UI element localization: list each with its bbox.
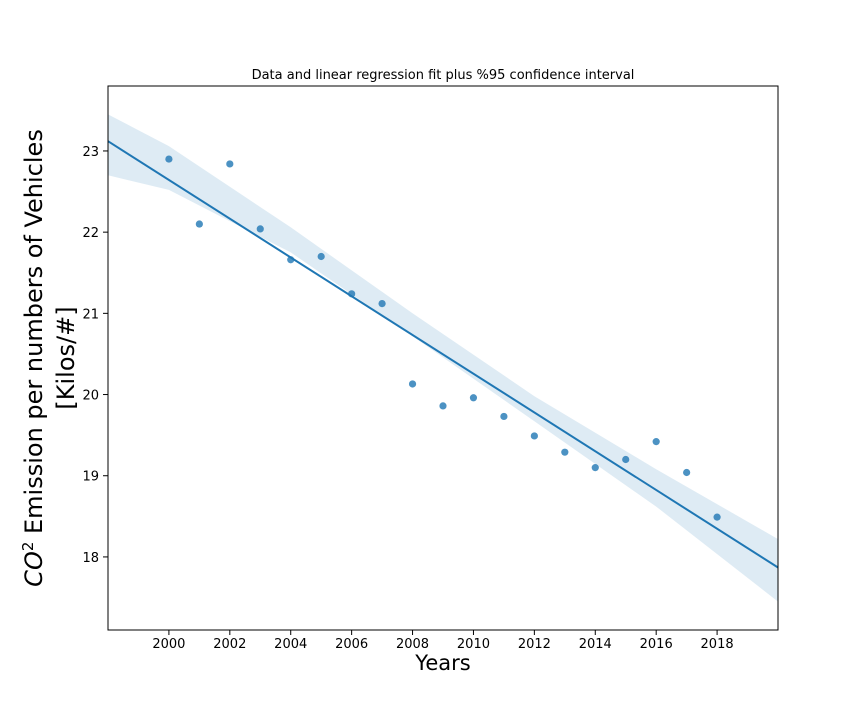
data-point [591,464,599,472]
x-tick-label: 2006 [335,637,368,652]
data-point [561,448,569,456]
data-point [652,438,660,446]
data-point [317,252,325,261]
y-tick-label: 18 [82,551,99,566]
data-point [195,220,203,228]
y-tick-label: 22 [82,226,99,241]
y-axis-ticks: 18 19 20 21 22 23 [82,145,108,566]
plot-frame [107,85,779,631]
data-point [165,155,173,163]
confidence-band-layer [108,114,778,602]
data-points-layer [165,155,721,521]
y-tick-label: 23 [82,145,99,160]
y-axis-label-unit: [Kilos/#] [52,306,80,409]
x-tick-label: 2016 [640,637,673,652]
x-tick-label: 2000 [152,637,185,652]
fit-line-layer [107,140,779,569]
x-axis-label: Years [414,651,470,675]
x-tick-label: 2008 [396,637,429,652]
x-axis-ticks: 2000 2002 2004 2006 2008 2010 2012 2014 2016 2018 [152,630,734,652]
y-tick-label: 19 [82,470,99,485]
data-point [683,468,691,477]
svg-text:CO2 Emission per numbers of Ve: CO2 Emission per numbers of Vehicles [19,129,48,587]
x-tick-label: 2010 [457,637,490,652]
data-point [500,412,508,421]
data-point [622,455,630,464]
data-point [713,513,721,521]
data-point [378,300,386,308]
data-point [439,402,447,410]
data-point [256,225,264,233]
x-tick-label: 2004 [274,637,307,652]
data-point [408,380,417,388]
y-tick-label: 20 [82,389,99,404]
data-point [530,432,538,440]
y-axis-label-superscript: 2 [19,542,37,552]
data-point [287,256,295,264]
y-tick-label: 21 [82,307,99,322]
confidence-band [108,114,778,602]
x-tick-label: 2014 [579,637,612,652]
regression-line [107,140,779,569]
x-tick-label: 2012 [518,637,551,652]
x-tick-label: 2018 [701,637,734,652]
data-point [348,290,356,298]
chart-title: Data and linear regression fit plus %95 … [252,68,635,83]
data-point [469,394,478,402]
y-axis-label-base: CO [20,551,48,587]
y-axis-label: CO2 Emission per numbers of Vehicles [Ki… [19,129,80,587]
data-point [226,160,234,168]
x-tick-label: 2002 [213,637,246,652]
y-axis-label-rest: Emission per numbers of Vehicles [20,129,48,541]
